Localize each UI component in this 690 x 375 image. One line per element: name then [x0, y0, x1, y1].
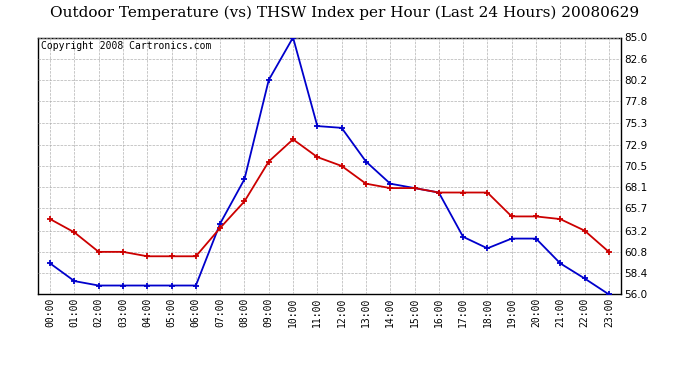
Text: Copyright 2008 Cartronics.com: Copyright 2008 Cartronics.com	[41, 41, 211, 51]
Text: Outdoor Temperature (vs) THSW Index per Hour (Last 24 Hours) 20080629: Outdoor Temperature (vs) THSW Index per …	[50, 6, 640, 20]
